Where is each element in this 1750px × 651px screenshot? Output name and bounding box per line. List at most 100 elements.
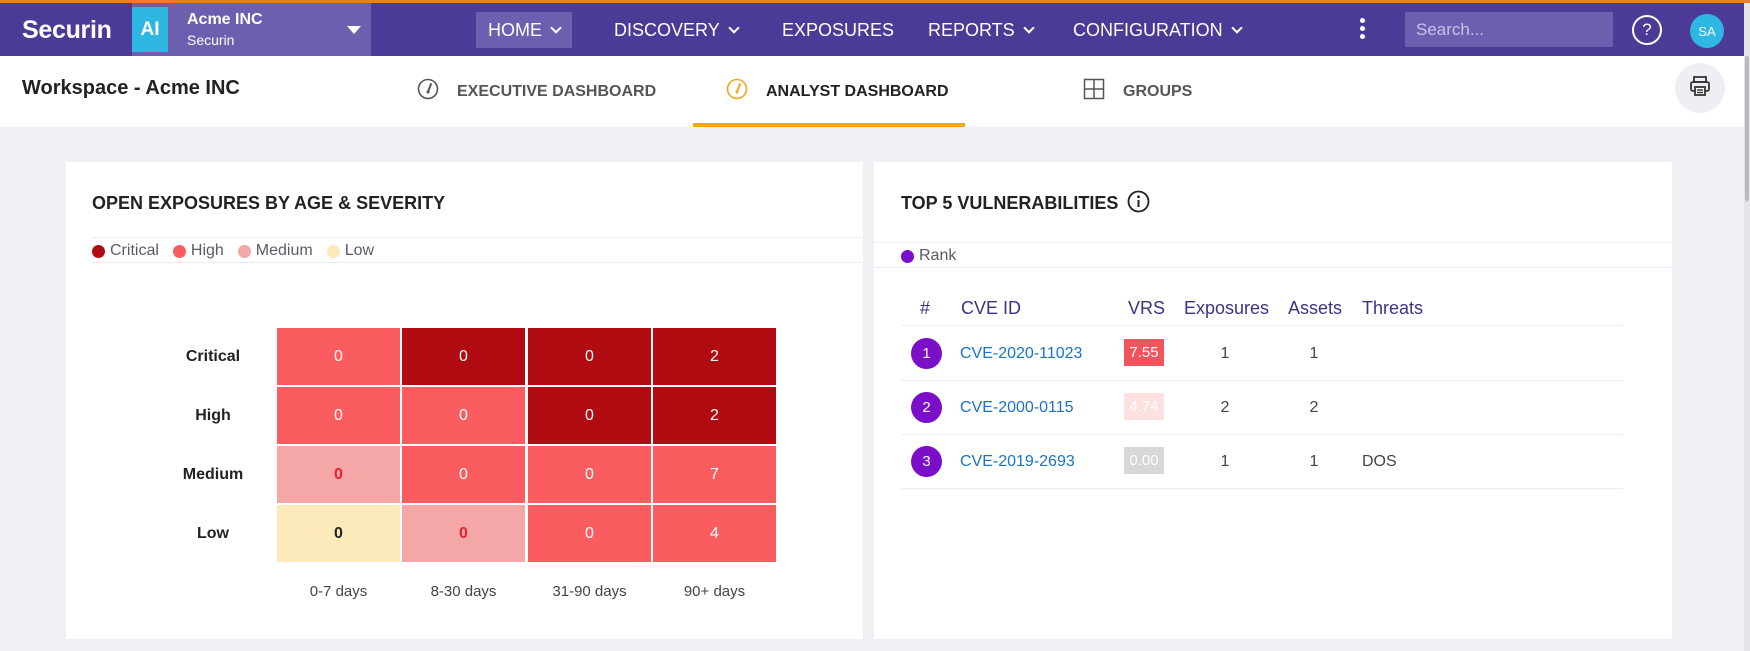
vrs-score-badge: 4.74 — [1124, 393, 1164, 420]
heatmap-row-label-low: Low — [197, 525, 229, 542]
heatmap-cell[interactable]: 0 — [277, 505, 400, 562]
chevron-down-icon — [550, 21, 562, 34]
legend-label: Critical — [110, 242, 159, 259]
tab-groups-label: GROUPS — [1123, 82, 1193, 100]
nav-home-label: HOME — [488, 19, 542, 40]
legend-dot — [237, 244, 251, 258]
legend-dot — [326, 244, 340, 258]
cve-link[interactable]: CVE-2000-0115 — [960, 399, 1074, 416]
heatmap-cell[interactable]: 0 — [528, 505, 651, 562]
open-exposures-title: OPEN EXPOSURES BY AGE & SEVERITY — [92, 193, 446, 213]
assets-count: 1 — [1309, 345, 1319, 362]
nav-reports[interactable]: REPORTS — [916, 12, 1045, 48]
column-header-threats[interactable]: Threats — [1362, 298, 1424, 318]
chevron-down-icon — [728, 21, 740, 34]
tab-analyst-dashboard[interactable]: ANALYST DASHBOARD — [726, 56, 949, 127]
legend-dot — [92, 244, 105, 258]
rank-badge: 1 — [911, 338, 942, 369]
heatmap-cell[interactable]: 0 — [402, 328, 525, 385]
legend-label: Medium — [255, 242, 313, 259]
brand-logo[interactable]: Securin — [22, 16, 112, 44]
nav-discovery-label: DISCOVERY — [614, 19, 720, 40]
tab-analyst-label: ANALYST DASHBOARD — [766, 82, 949, 100]
heatmap-cell[interactable]: 0 — [277, 387, 400, 444]
column-header-rank: # — [920, 298, 931, 318]
scrollbar-thumb[interactable] — [1745, 56, 1749, 201]
column-header-vrs[interactable]: VRS — [1128, 298, 1166, 318]
heatmap-cell[interactable]: 0 — [402, 387, 525, 444]
divider — [901, 488, 1623, 489]
heatmap-col-label: 0-7 days — [309, 583, 368, 600]
assets-count: 1 — [1309, 453, 1319, 470]
heatmap-cell[interactable]: 4 — [653, 505, 776, 562]
cve-link[interactable]: CVE-2020-11023 — [960, 345, 1083, 362]
legend-high[interactable]: High — [172, 242, 224, 260]
more-options-icon[interactable] — [1357, 18, 1367, 42]
nav-exposures-label: EXPOSURES — [782, 19, 895, 40]
legend-medium[interactable]: Medium — [237, 242, 313, 260]
org-subtitle: Securin — [187, 32, 235, 48]
heatmap-col-label: 8-30 days — [430, 583, 497, 600]
org-switcher[interactable]: AI Acme INC Securin — [132, 3, 371, 56]
legend-rank[interactable]: Rank — [901, 247, 956, 265]
dashboard-subheader: Workspace - Acme INC EXECUTIVE DASHBOARD… — [0, 56, 1744, 127]
page-scrollbar[interactable] — [1744, 3, 1750, 651]
info-icon[interactable] — [1127, 190, 1150, 218]
user-avatar[interactable]: SA — [1690, 14, 1724, 48]
gauge-icon — [417, 78, 439, 105]
chevron-down-icon — [1023, 21, 1035, 34]
heatmap-row-label-medium: Medium — [182, 466, 244, 483]
column-header-assets[interactable]: Assets — [1288, 298, 1343, 318]
print-button[interactable] — [1675, 63, 1725, 113]
heatmap-col-label: 31-90 days — [552, 583, 627, 600]
top-accent-bar — [0, 0, 1750, 3]
caret-down-icon — [347, 26, 361, 34]
heatmap-col-label: 90+ days — [683, 583, 746, 600]
heatmap-cell[interactable]: 0 — [277, 328, 400, 385]
exposures-count: 1 — [1220, 345, 1230, 362]
rank-legend: Rank — [901, 247, 970, 265]
heatmap-row-label-critical: Critical — [185, 348, 241, 365]
search-input[interactable] — [1405, 12, 1613, 47]
assets-count: 2 — [1309, 399, 1319, 416]
column-header-cve-id[interactable]: CVE ID — [961, 298, 1022, 318]
divider — [901, 325, 1623, 326]
nav-configuration[interactable]: CONFIGURATION — [1061, 12, 1253, 48]
workspace-title: Workspace - Acme INC — [22, 77, 240, 99]
nav-exposures[interactable]: EXPOSURES — [770, 12, 906, 48]
legend-dot — [901, 249, 914, 263]
nav-discovery[interactable]: DISCOVERY — [602, 12, 750, 48]
divider — [874, 267, 1672, 268]
divider — [92, 262, 863, 263]
exposures-count: 2 — [1220, 399, 1230, 416]
column-header-exposures[interactable]: Exposures — [1184, 298, 1270, 318]
legend-critical[interactable]: Critical — [92, 242, 159, 260]
heatmap-cell[interactable]: 0 — [402, 446, 525, 503]
heatmap-cell[interactable]: 0 — [528, 446, 651, 503]
heatmap-cell[interactable]: 0 — [528, 387, 651, 444]
org-name: Acme INC — [187, 11, 263, 28]
heatmap-row-label-high: High — [195, 407, 231, 424]
cve-link[interactable]: CVE-2019-2693 — [960, 453, 1075, 470]
heatmap-cell[interactable]: 0 — [277, 446, 400, 503]
nav-reports-label: REPORTS — [928, 19, 1015, 40]
printer-icon — [1688, 74, 1712, 103]
legend-label: High — [190, 242, 224, 259]
heatmap-cell[interactable]: 2 — [653, 328, 776, 385]
heatmap-cell[interactable]: 0 — [402, 505, 525, 562]
heatmap-cell[interactable]: 0 — [528, 328, 651, 385]
heatmap-cell[interactable]: 7 — [653, 446, 776, 503]
divider — [874, 242, 1672, 243]
divider — [92, 237, 863, 238]
org-avatar: AI — [132, 7, 168, 52]
heatmap-cell[interactable]: 2 — [653, 387, 776, 444]
divider — [901, 380, 1623, 381]
vrs-score-badge: 0.00 — [1124, 447, 1164, 474]
help-icon[interactable]: ? — [1632, 15, 1662, 45]
tab-groups[interactable]: GROUPS — [1083, 56, 1192, 127]
tab-executive-dashboard[interactable]: EXECUTIVE DASHBOARD — [417, 56, 656, 127]
legend-low[interactable]: Low — [326, 242, 374, 260]
legend-dot — [172, 244, 186, 258]
divider — [901, 434, 1623, 435]
nav-home[interactable]: HOME — [476, 12, 572, 48]
